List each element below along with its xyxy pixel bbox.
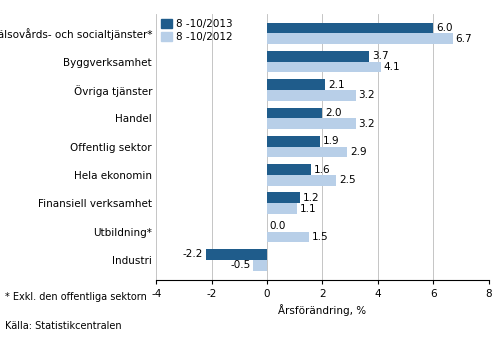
Bar xyxy=(267,203,298,214)
Text: 2.1: 2.1 xyxy=(328,80,345,90)
Bar xyxy=(267,33,452,44)
Text: Källa: Statistikcentralen: Källa: Statistikcentralen xyxy=(5,321,122,331)
Text: 6.0: 6.0 xyxy=(436,23,452,33)
Bar xyxy=(267,23,433,33)
Text: 1.1: 1.1 xyxy=(300,204,317,213)
Bar xyxy=(267,147,347,158)
Text: 1.6: 1.6 xyxy=(314,165,331,175)
Bar xyxy=(267,175,336,186)
Bar xyxy=(267,118,356,129)
Text: 3.2: 3.2 xyxy=(359,119,375,129)
Text: 2.9: 2.9 xyxy=(350,147,367,157)
Text: -2.2: -2.2 xyxy=(183,249,203,260)
Bar xyxy=(267,79,325,90)
Bar xyxy=(267,164,311,175)
Legend: 8 -10/2013, 8 -10/2012: 8 -10/2013, 8 -10/2012 xyxy=(162,19,233,42)
Bar xyxy=(206,249,267,260)
X-axis label: Årsförändring, %: Årsförändring, % xyxy=(278,304,367,316)
Bar xyxy=(267,136,319,147)
Text: 1.9: 1.9 xyxy=(322,136,339,146)
Bar xyxy=(267,192,300,203)
Bar xyxy=(267,232,309,242)
Text: 1.2: 1.2 xyxy=(303,193,319,203)
Text: 3.2: 3.2 xyxy=(359,90,375,100)
Text: 3.7: 3.7 xyxy=(372,51,389,61)
Text: 0.0: 0.0 xyxy=(270,221,286,231)
Text: 4.1: 4.1 xyxy=(383,62,400,72)
Bar xyxy=(267,51,370,62)
Bar xyxy=(267,62,380,73)
Bar xyxy=(253,260,267,270)
Text: * Exkl. den offentliga sektorn: * Exkl. den offentliga sektorn xyxy=(5,292,147,302)
Text: 6.7: 6.7 xyxy=(455,34,472,44)
Text: 1.5: 1.5 xyxy=(311,232,328,242)
Text: 2.0: 2.0 xyxy=(325,108,342,118)
Bar xyxy=(267,107,322,118)
Text: -0.5: -0.5 xyxy=(230,260,250,270)
Text: 2.5: 2.5 xyxy=(339,175,356,185)
Bar xyxy=(267,90,356,101)
